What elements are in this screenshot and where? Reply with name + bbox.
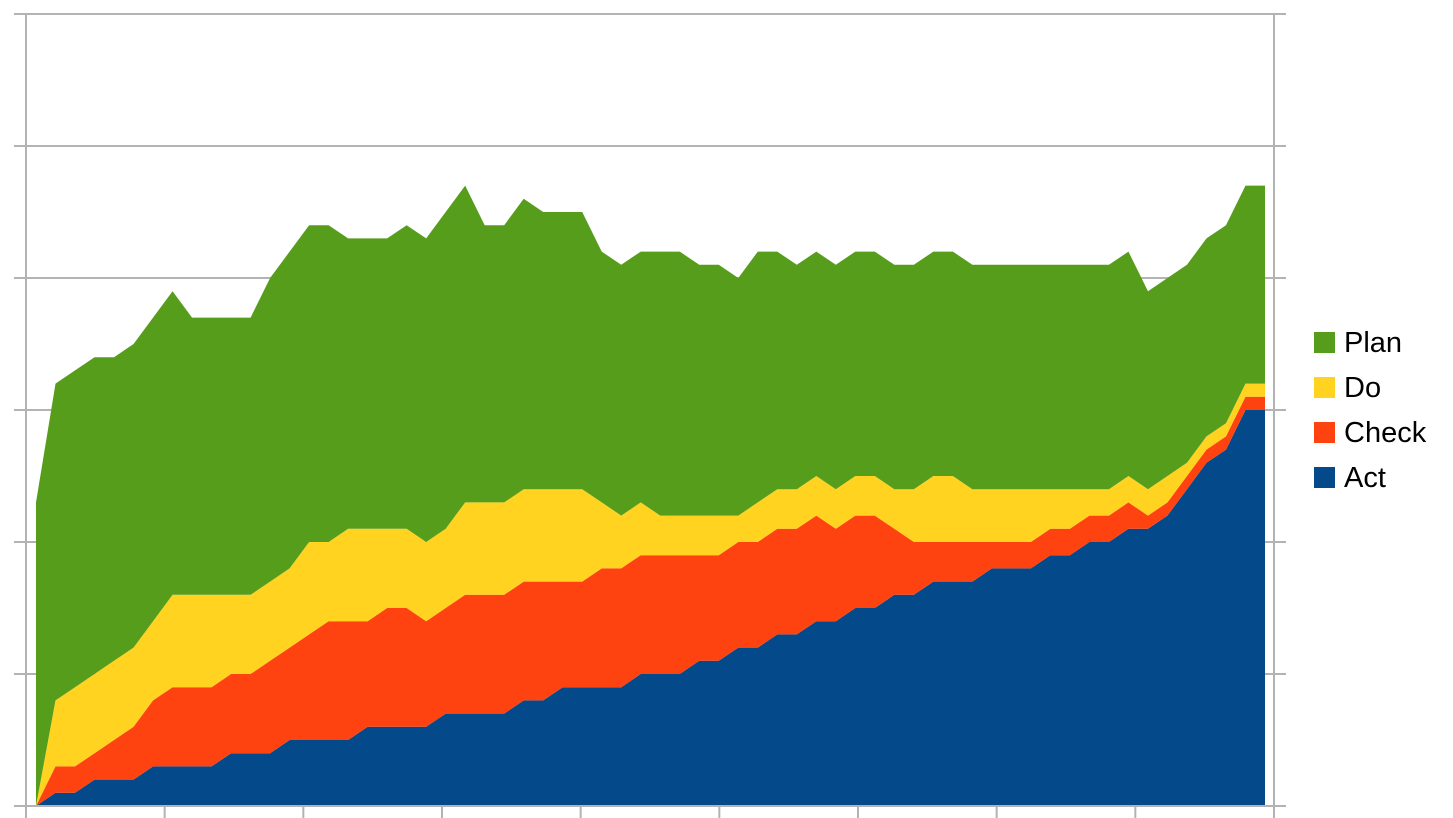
legend-label-plan: Plan <box>1344 327 1402 359</box>
series-areas <box>36 185 1265 807</box>
area-act <box>36 410 1265 806</box>
legend-swatch-check <box>1314 422 1335 443</box>
legend-label-check: Check <box>1344 417 1427 449</box>
legend-label-do: Do <box>1344 372 1381 404</box>
legend-label-act: Act <box>1344 462 1386 494</box>
legend-swatch-act <box>1314 467 1335 488</box>
area-check <box>36 396 1265 806</box>
area-plan <box>36 185 1265 807</box>
area-do <box>36 383 1265 806</box>
axes <box>25 14 1275 818</box>
legend: Plan Do Check Act <box>1314 327 1427 494</box>
legend-swatch-do <box>1314 377 1335 398</box>
legend-swatch-plan <box>1314 332 1335 353</box>
